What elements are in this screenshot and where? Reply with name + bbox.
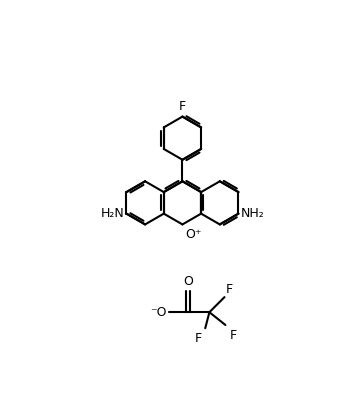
Text: NH₂: NH₂ (241, 207, 265, 220)
Text: ⁻O: ⁻O (150, 306, 166, 319)
Text: F: F (226, 283, 233, 296)
Text: F: F (194, 332, 201, 345)
Text: O⁺: O⁺ (185, 228, 201, 241)
Text: O: O (183, 275, 193, 288)
Text: H₂N: H₂N (100, 207, 124, 220)
Text: F: F (229, 329, 236, 342)
Text: F: F (179, 100, 186, 113)
